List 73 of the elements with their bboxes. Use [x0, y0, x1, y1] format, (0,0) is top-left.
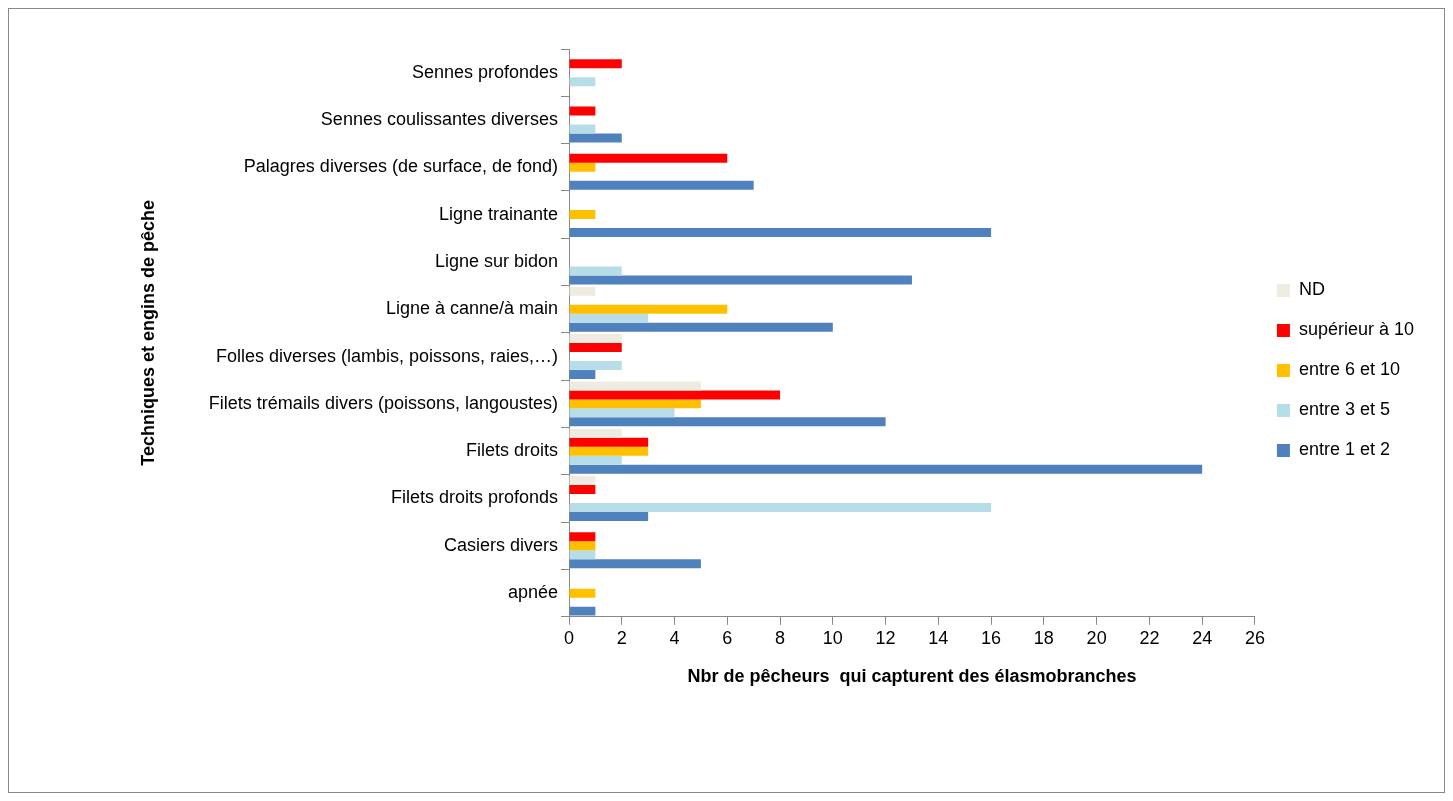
bar — [569, 313, 649, 323]
y-tick-label: Filets droits profonds — [390, 487, 558, 508]
bar — [569, 606, 596, 616]
bar — [569, 124, 596, 134]
x-tick-label: 6 — [722, 627, 733, 648]
y-tick-label: Sennes coulissantes diverses — [320, 108, 558, 129]
bar — [569, 399, 701, 409]
bar — [569, 275, 912, 285]
bar — [569, 133, 622, 143]
x-tick-label: 24 — [1192, 627, 1213, 648]
y-tick-label: Casiers divers — [443, 534, 558, 555]
bar — [569, 485, 596, 495]
bar — [569, 210, 596, 220]
bar — [569, 464, 1203, 474]
bar — [569, 361, 622, 371]
bar — [569, 532, 596, 542]
bar — [569, 476, 596, 486]
legend-label: ND — [1298, 279, 1325, 300]
x-tick-label: 8 — [775, 627, 786, 648]
y-tick-label: Ligne sur bidon — [434, 250, 558, 271]
bar — [569, 153, 728, 163]
x-tick-label: 4 — [669, 627, 680, 648]
x-tick-label: 14 — [928, 627, 949, 648]
bar — [569, 77, 596, 87]
bar — [569, 408, 675, 418]
y-tick-label: Sennes profondes — [411, 61, 558, 82]
y-tick-label: Ligne à canne/à main — [385, 298, 558, 319]
bar — [569, 428, 622, 438]
bar — [569, 559, 701, 569]
bar — [569, 550, 596, 560]
legend-label: entre 1 et 2 — [1298, 439, 1390, 460]
bar — [569, 322, 833, 332]
bar — [569, 588, 596, 598]
bar — [569, 455, 622, 465]
y-tick-label: Palagres diverses (de surface, de fond) — [243, 156, 558, 177]
bar — [569, 541, 596, 551]
legend-label: entre 6 et 10 — [1298, 359, 1400, 380]
y-tick-label: Filets droits — [465, 440, 558, 461]
x-tick-label: 12 — [875, 627, 896, 648]
x-tick-label: 16 — [981, 627, 1002, 648]
bar — [569, 503, 992, 512]
bar — [569, 286, 596, 296]
bar — [569, 162, 596, 172]
bar — [569, 180, 754, 190]
bar — [569, 370, 596, 380]
bar — [569, 106, 596, 116]
legend-label: supérieur à 10 — [1298, 319, 1414, 340]
y-tick-label: Filets trémails divers (poissons, langoustes) — [208, 392, 558, 413]
x-tick-label: 0 — [563, 627, 575, 648]
bar — [569, 266, 622, 276]
bar — [569, 446, 649, 456]
x-tick-label: 26 — [1244, 627, 1265, 648]
bar — [569, 390, 781, 400]
bar — [569, 59, 622, 69]
bar — [569, 437, 649, 447]
y-axis-title: Techniques et engins de pêche — [137, 200, 158, 466]
bar — [569, 511, 649, 521]
bar — [569, 304, 728, 314]
bar — [569, 334, 622, 344]
x-tick-label: 2 — [616, 627, 627, 648]
x-tick-label: 10 — [822, 627, 843, 648]
x-axis-title: Nbr de pêcheurs qui capturent des élasmobranches — [687, 666, 1137, 687]
bar — [569, 228, 992, 238]
bar — [569, 417, 886, 427]
bar — [569, 343, 622, 353]
y-tick-label: Folles diverses (lambis, poissons, raies,…) — [215, 345, 558, 366]
x-tick-label: 18 — [1033, 627, 1054, 648]
legend-label: entre 3 et 5 — [1298, 399, 1390, 420]
y-tick-label: Ligne trainante — [438, 203, 558, 224]
x-tick-label: 20 — [1086, 627, 1107, 648]
y-tick-label: apnée — [507, 582, 558, 603]
bar — [569, 381, 701, 391]
x-tick-label: 22 — [1139, 627, 1160, 648]
